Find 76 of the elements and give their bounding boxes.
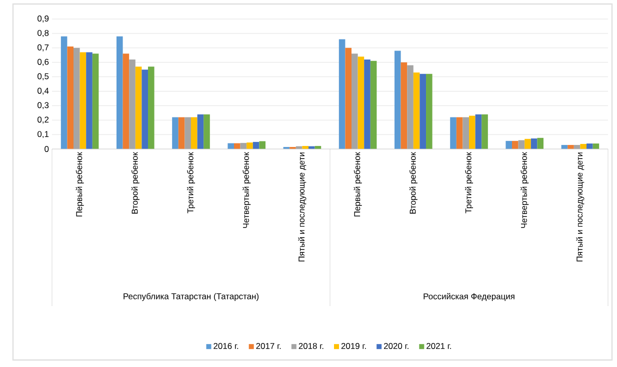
bar bbox=[67, 46, 74, 149]
bar bbox=[228, 143, 234, 149]
y-tick-label: 0,2 bbox=[38, 116, 49, 124]
x-tick-label: Второй ребенок bbox=[409, 152, 418, 214]
x-tick-label: Первый ребенок bbox=[76, 152, 84, 216]
bar bbox=[352, 54, 358, 149]
bar bbox=[475, 114, 482, 149]
y-tick-label: 0,4 bbox=[38, 88, 49, 95]
bar bbox=[524, 138, 531, 149]
bar bbox=[234, 143, 240, 149]
bar bbox=[86, 52, 92, 149]
y-tick-label: 0,6 bbox=[38, 58, 49, 66]
bar bbox=[338, 39, 346, 149]
bar bbox=[172, 117, 178, 149]
bar bbox=[537, 138, 544, 149]
legend-label: 2020 г. bbox=[384, 343, 408, 349]
y-tick-label: 0,3 bbox=[38, 102, 49, 110]
bar bbox=[184, 117, 192, 149]
bar bbox=[197, 114, 204, 149]
bar bbox=[530, 138, 538, 149]
bar bbox=[191, 117, 198, 149]
bar bbox=[420, 74, 426, 149]
bar bbox=[204, 114, 210, 149]
bar bbox=[450, 117, 456, 149]
bar bbox=[148, 66, 154, 149]
x-tick-label: Четвертый ребенок bbox=[520, 152, 529, 228]
bar bbox=[74, 48, 80, 149]
bar bbox=[469, 116, 476, 149]
bar bbox=[462, 117, 470, 149]
x-tick-label: Пятый и последующие дети bbox=[298, 152, 306, 262]
bar bbox=[413, 72, 420, 149]
bar bbox=[586, 144, 593, 149]
x-tick-label: Четвертый ребенок bbox=[242, 152, 251, 228]
bar bbox=[259, 141, 266, 149]
y-tick-label: 0,7 bbox=[38, 44, 49, 52]
bar bbox=[60, 36, 68, 149]
x-tick-label: Третий ребенок bbox=[464, 152, 474, 214]
bar bbox=[345, 48, 352, 149]
y-tick-label: 0 bbox=[44, 146, 49, 152]
bar bbox=[370, 60, 377, 149]
bar bbox=[122, 54, 130, 149]
bar bbox=[400, 62, 408, 149]
x-tick-label: Третий ребенок bbox=[186, 152, 196, 214]
bar bbox=[518, 140, 525, 149]
bar bbox=[407, 65, 414, 149]
y-tick-label: 0,5 bbox=[38, 73, 49, 80]
text: Республика Татарстан (Татарстан) bbox=[124, 293, 259, 301]
legend-label: 2016 г. bbox=[214, 343, 238, 349]
bar bbox=[178, 117, 185, 149]
legend-label: 2018 г. bbox=[298, 343, 324, 349]
bar bbox=[506, 140, 512, 149]
bar bbox=[482, 114, 488, 149]
legend-label: 2017 г. bbox=[256, 343, 281, 349]
x-tick-label: Первый ребенок bbox=[354, 152, 362, 216]
bar bbox=[80, 52, 86, 149]
legend-label: 2021 г. bbox=[426, 343, 451, 349]
bar bbox=[129, 59, 136, 149]
bar bbox=[116, 36, 123, 149]
bar bbox=[364, 59, 370, 149]
y-tick-label: 0,1 bbox=[38, 131, 49, 138]
bar bbox=[135, 66, 142, 149]
legend-label: 2019 г. bbox=[341, 343, 366, 349]
bar bbox=[456, 117, 463, 149]
x-tick-label: Второй ребенок bbox=[131, 152, 140, 214]
bar bbox=[512, 140, 518, 149]
bar bbox=[142, 70, 148, 149]
bar bbox=[394, 50, 401, 149]
bar bbox=[426, 74, 432, 149]
bar bbox=[580, 144, 587, 149]
y-tick-label: 0,8 bbox=[38, 30, 49, 37]
y-tick-label: 0,9 bbox=[38, 16, 49, 22]
bar bbox=[246, 142, 253, 149]
bar bbox=[358, 56, 364, 149]
x-tick-label: Пятый и последующие дети bbox=[576, 152, 584, 262]
text: Российская Федерация bbox=[424, 292, 514, 302]
bar bbox=[92, 54, 99, 149]
